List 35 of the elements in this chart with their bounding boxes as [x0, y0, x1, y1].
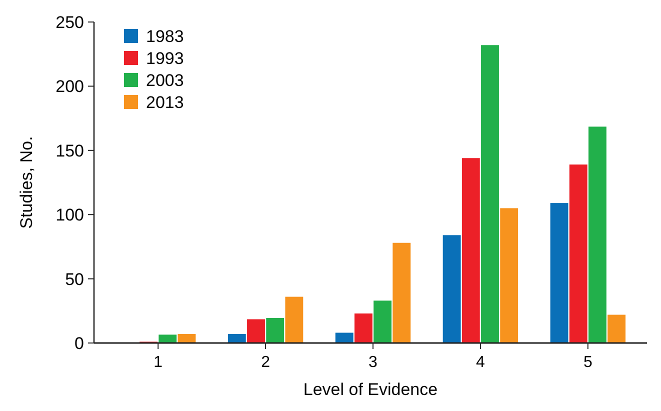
y-tick-label: 200: [56, 77, 84, 96]
y-tick-label: 50: [65, 270, 84, 289]
x-tick-label: 2: [261, 354, 270, 371]
bar: [462, 158, 480, 343]
bar: [608, 314, 626, 343]
y-tick-label: 0: [74, 334, 84, 353]
bar: [550, 203, 568, 343]
y-tick-label: 150: [56, 141, 84, 160]
bar: [228, 334, 246, 343]
y-tick-label: 250: [56, 12, 84, 32]
bar: [442, 235, 461, 343]
legend-label: 2013: [146, 92, 184, 112]
bar: [374, 300, 392, 343]
y-axis-title: Studies, No.: [17, 136, 36, 229]
x-tick-label: 3: [368, 354, 378, 371]
x-tick-label: 1: [154, 354, 163, 371]
x-tick-label: 5: [583, 354, 592, 371]
legend-label: 1993: [146, 48, 184, 68]
legend-label: 2003: [146, 70, 184, 90]
bar: [178, 334, 196, 343]
bar: [500, 208, 518, 343]
bar: [158, 334, 177, 343]
x-axis-title: Level of Evidence: [303, 380, 438, 399]
legend-label: 1983: [146, 26, 184, 46]
bar: [481, 45, 499, 343]
bar: [392, 242, 411, 343]
bar: [266, 318, 284, 343]
y-tick-label: 100: [56, 206, 84, 225]
x-tick-label: 4: [476, 354, 485, 371]
bar: [247, 319, 265, 343]
bar: [335, 332, 354, 343]
bar: [354, 313, 372, 343]
bar: [285, 296, 304, 343]
bar: [588, 126, 606, 343]
bar: [569, 164, 588, 343]
